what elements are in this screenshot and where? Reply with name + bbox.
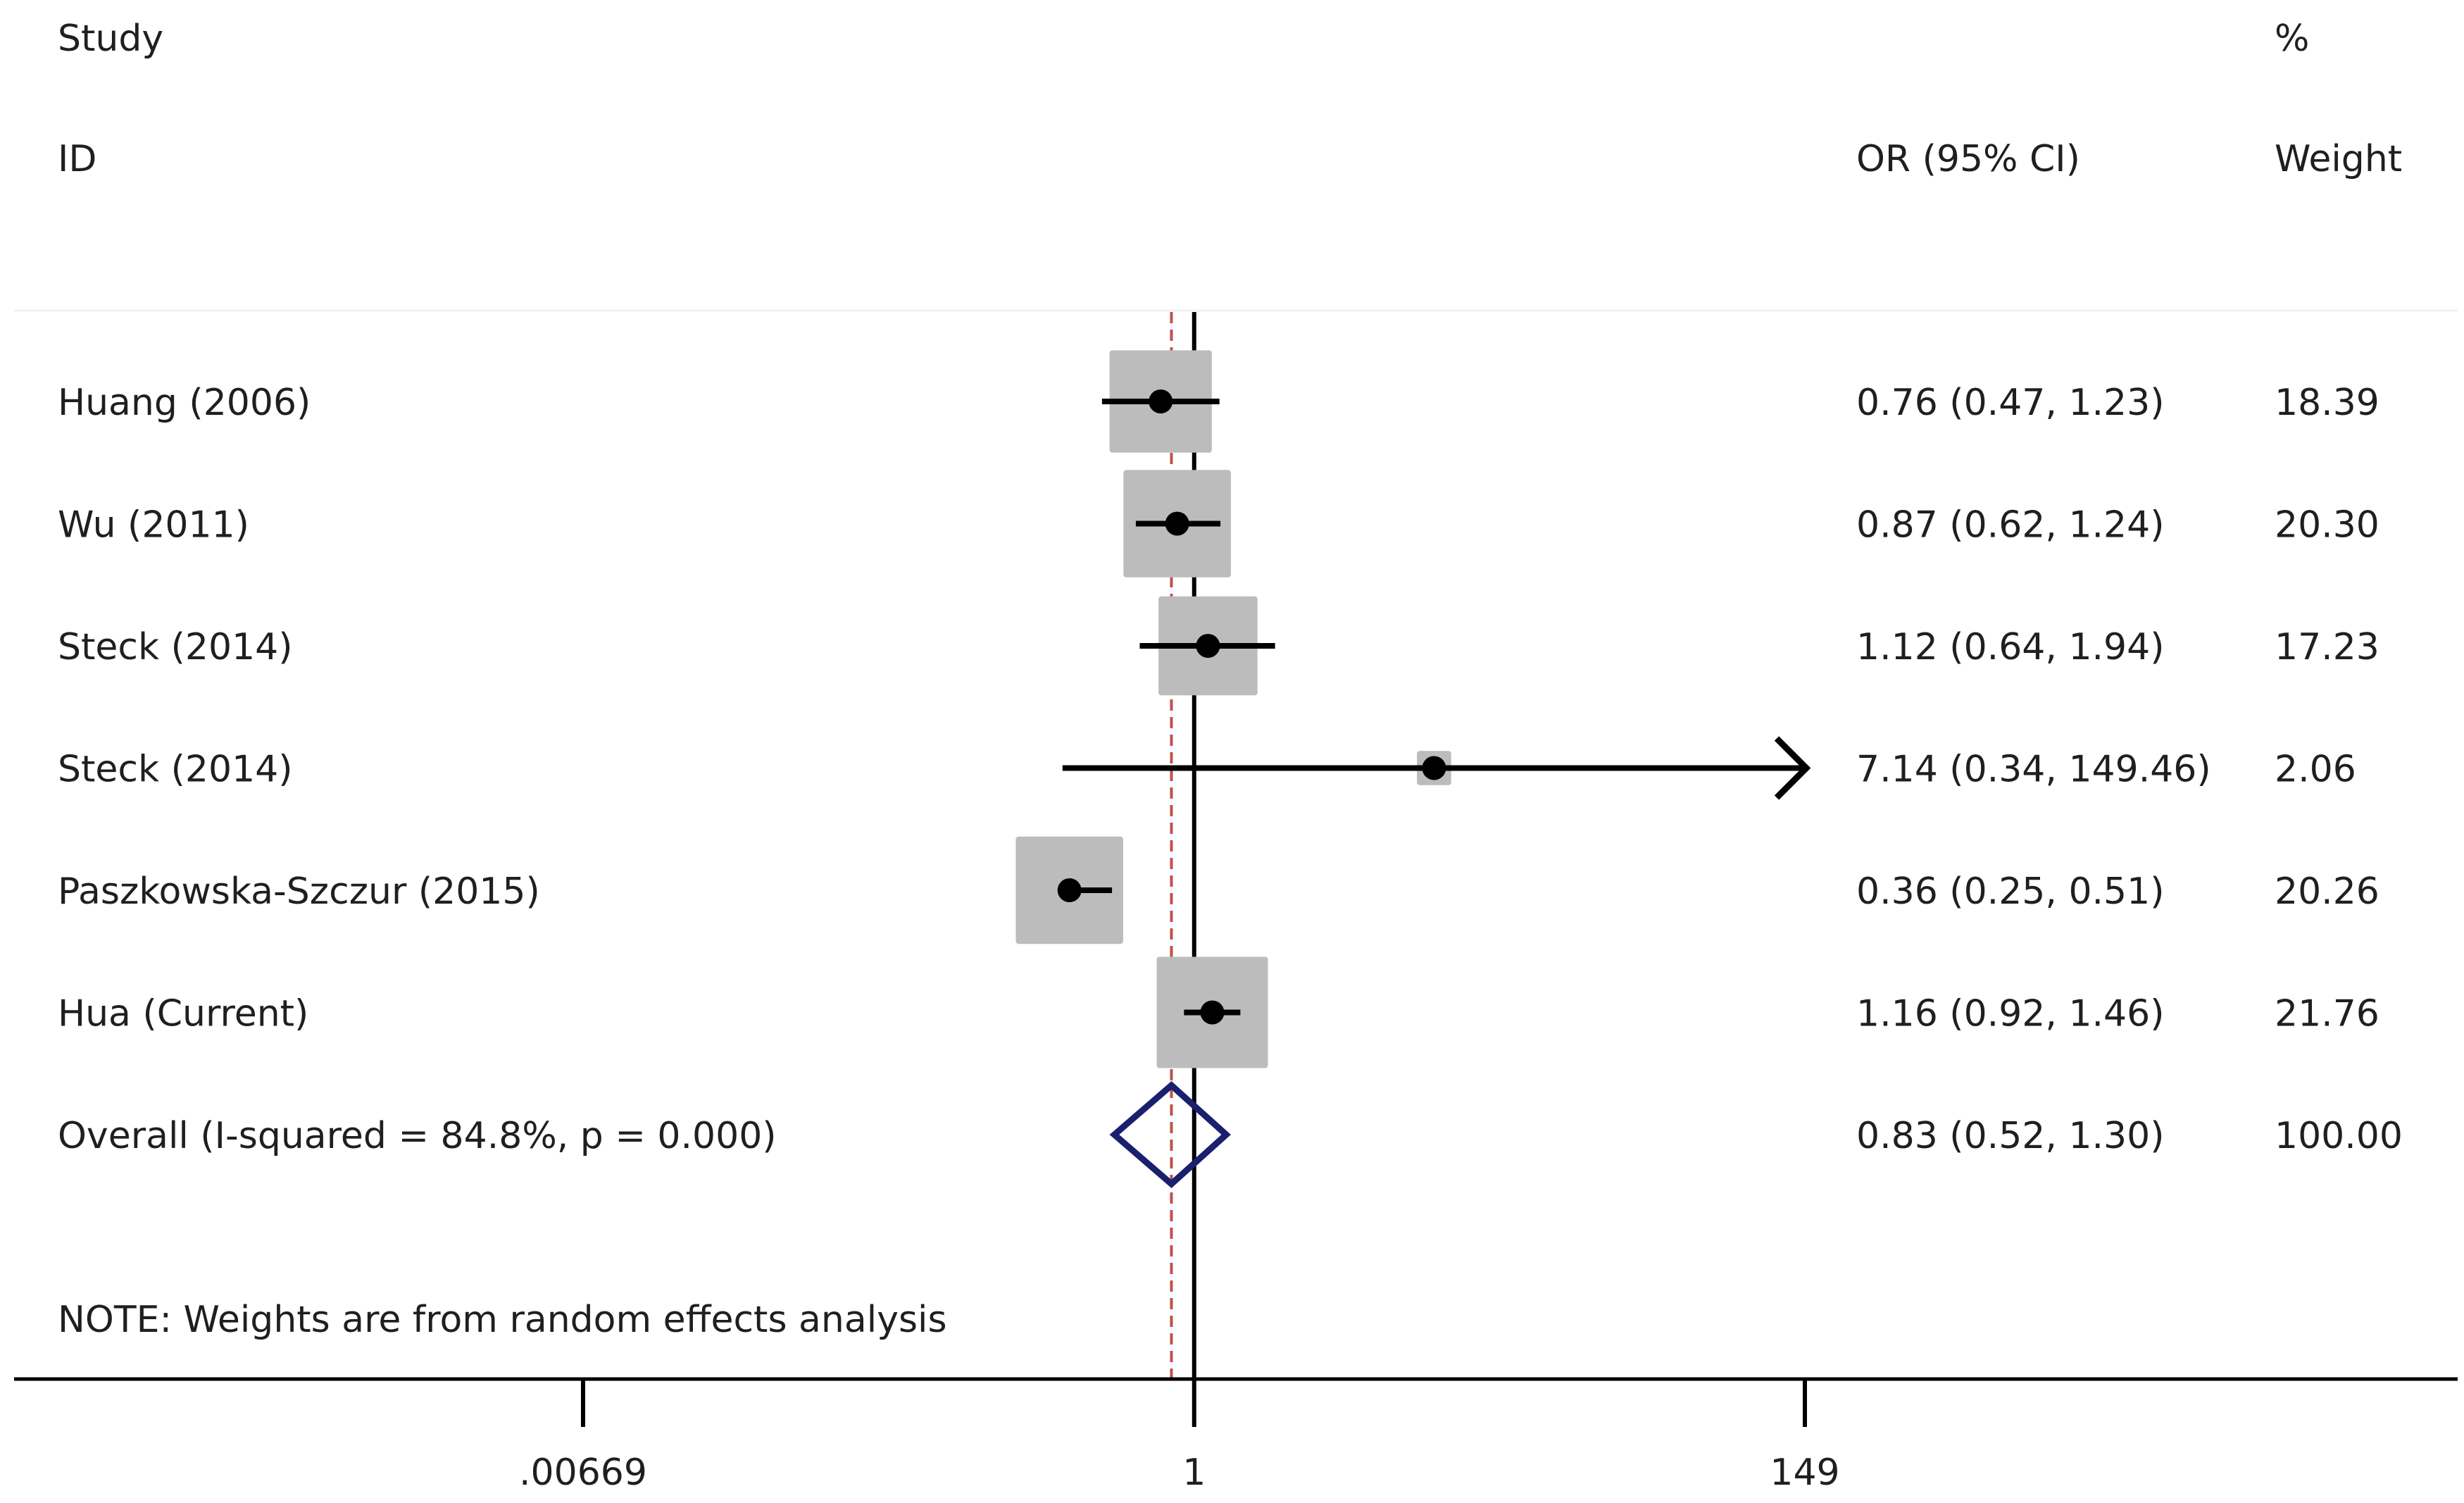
x-axis-ticks: .00669 1 149 <box>519 1379 1840 1494</box>
study-label: Paszkowska-Szczur (2015) <box>58 871 540 913</box>
header-id: ID <box>58 138 96 180</box>
study-label: Wu (2011) <box>58 504 249 547</box>
study-ci-text: 7.14 (0.34, 149.46) <box>1856 749 2211 791</box>
study-ci-text: 0.87 (0.62, 1.24) <box>1856 504 2165 547</box>
header-percent: % <box>2275 18 2309 60</box>
header-study: Study <box>58 18 163 60</box>
study-label: Hua (Current) <box>58 993 308 1035</box>
study-label: Huang (2006) <box>58 382 311 424</box>
study-weight-text: 21.76 <box>2275 993 2379 1035</box>
study-ci-text: 0.76 (0.47, 1.23) <box>1856 382 2165 424</box>
x-tick-label: .00669 <box>519 1452 647 1494</box>
study-weight-text: 17.23 <box>2275 626 2379 668</box>
study-point-estimate <box>1196 634 1220 658</box>
study-weight-text: 20.30 <box>2275 504 2379 547</box>
study-point-estimate <box>1422 756 1446 780</box>
study-ci-text: 1.12 (0.64, 1.94) <box>1856 626 2165 668</box>
overall-weight-text: 100.00 <box>2275 1115 2403 1157</box>
study-ci-text: 0.36 (0.25, 0.51) <box>1856 871 2165 913</box>
study-weight-text: 18.39 <box>2275 382 2379 424</box>
header-ci: OR (95% CI) <box>1856 138 2080 180</box>
study-marks <box>1015 350 1811 1068</box>
study-point-estimate <box>1200 1000 1225 1025</box>
row-labels: Huang (2006) 0.76 (0.47, 1.23) 18.39 Wu (20… <box>58 382 2403 1157</box>
x-tick-label: 149 <box>1770 1452 1839 1494</box>
study-point-estimate <box>1057 878 1082 902</box>
note-text: NOTE: Weights are from random effects an… <box>58 1299 947 1341</box>
study-point-estimate <box>1149 389 1173 413</box>
x-tick-label: 1 <box>1182 1452 1206 1494</box>
header-weight: Weight <box>2275 138 2402 180</box>
overall-ci-text: 0.83 (0.52, 1.30) <box>1856 1115 2165 1157</box>
study-ci-text: 1.16 (0.92, 1.46) <box>1856 993 2165 1035</box>
study-label: Steck (2014) <box>58 749 293 791</box>
overall-diamond <box>1109 1081 1231 1188</box>
study-point-estimate <box>1165 511 1189 536</box>
study-weight-text: 20.26 <box>2275 871 2379 913</box>
study-ci-arrow <box>1774 736 1811 800</box>
overall-label: Overall (I-squared = 84.8%, p = 0.000) <box>58 1115 777 1157</box>
study-weight-text: 2.06 <box>2275 749 2356 791</box>
study-label: Steck (2014) <box>58 626 293 668</box>
